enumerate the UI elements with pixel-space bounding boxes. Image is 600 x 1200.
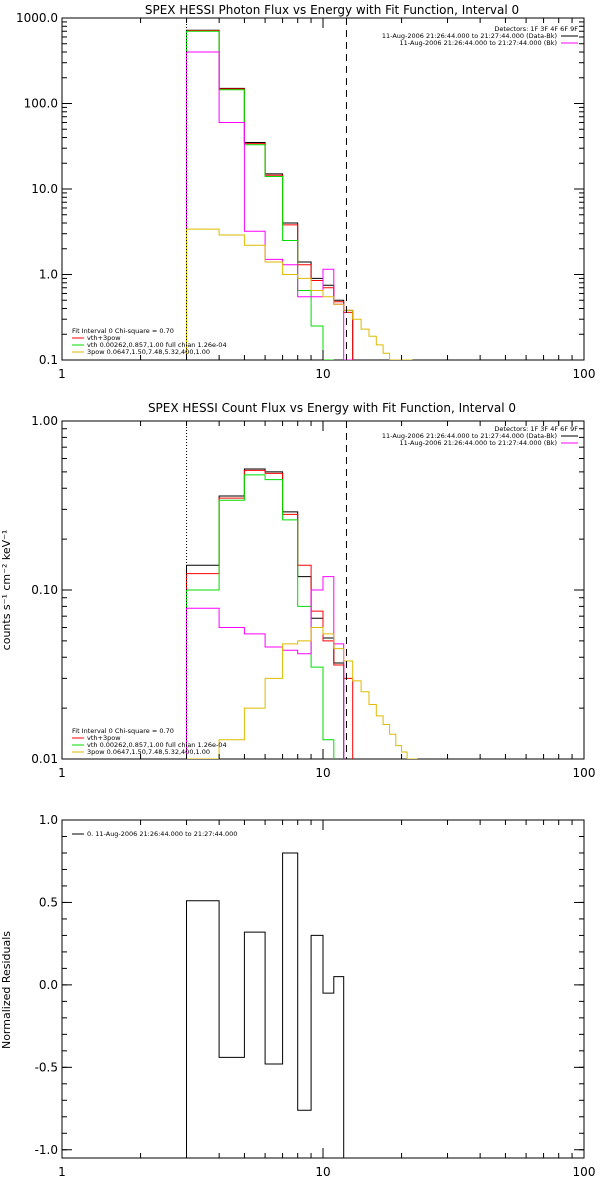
- y-tick-label: 10.0: [31, 182, 58, 196]
- y-tick-label: 0.10: [31, 583, 58, 597]
- legend-bottom: Fit Interval 0 Chi-square = 0.70 vth+3po…: [72, 327, 227, 356]
- plot-marks: [186, 18, 413, 360]
- y-tick-label: -0.5: [35, 1060, 58, 1074]
- legend-top: Detectors: 1F 3F 4F 6F 9F 11-Aug-2006 21…: [382, 425, 578, 447]
- x-tick-label: 1: [58, 367, 66, 381]
- y-tick-label: 0.0: [39, 978, 58, 992]
- legend-top-line: 11-Aug-2006 21:26:44.000 to 21:27:44.000…: [382, 32, 557, 40]
- legend-top: Detectors: 1F 3F 4F 6F 9F 11-Aug-2006 21…: [382, 25, 578, 47]
- legend-bottom-line: Fit Interval 0 Chi-square = 0.70: [72, 727, 174, 735]
- y-tick-label: 100.0: [24, 97, 58, 111]
- y-tick-label: 0.01: [31, 752, 58, 766]
- y-tick-label: 1.00: [31, 414, 58, 428]
- x-tick-label: 100: [573, 367, 596, 381]
- legend-bottom-line: vth+3pow: [87, 734, 121, 742]
- legend-top-line: 0. 11-Aug-2006 21:26:44.000 to 21:27:44.…: [87, 830, 237, 838]
- y-axis-label: Normalized Residuals: [0, 931, 13, 1049]
- x-tick-label: 10: [315, 367, 330, 381]
- x-tick-label: 100: [573, 1165, 596, 1179]
- y-tick-label: 1000.0: [16, 11, 58, 25]
- series-line-3: [186, 51, 353, 360]
- series-line-0: [186, 852, 345, 1158]
- legend-bottom-line: 3pow 0.0647,1.50,7.48,5.32,400,1.00: [87, 748, 210, 756]
- plot-marks: [186, 852, 345, 1158]
- y-tick-label: 1.0: [39, 813, 58, 827]
- legend-top-line: 11-Aug-2006 21:26:44.000 to 21:27:44.000…: [400, 439, 557, 447]
- series-line-4: [186, 228, 413, 360]
- panel-photon-flux: SPEX HESSI Photon Flux vs Energy with Fi…: [16, 3, 595, 381]
- y-tick-label: -1.0: [35, 1143, 58, 1157]
- legend-top-line: Detectors: 1F 3F 4F 6F 9F: [494, 25, 578, 33]
- series-line-3: [186, 576, 345, 759]
- series-line-1: [186, 30, 354, 360]
- x-tick-label: 10: [315, 766, 330, 780]
- legend-top: 0. 11-Aug-2006 21:26:44.000 to 21:27:44.…: [72, 830, 237, 838]
- axis-ticks: 1 10 100 0.01 0.10 1.00: [31, 414, 595, 780]
- legend-top-line: Detectors: 1F 3F 4F 6F 9F: [494, 425, 578, 433]
- y-tick-label: 0.5: [39, 895, 58, 909]
- series-line-0: [186, 29, 354, 360]
- x-tick-label: 1: [58, 766, 66, 780]
- panel-count-flux: SPEX HESSI Count Flux vs Energy with Fit…: [0, 401, 595, 780]
- panel-residuals: Normalized Residuals 1 10 100 -1.0 -0.5 0.0 0.…: [0, 813, 595, 1179]
- legend-bottom-line: vth+3pow: [87, 334, 121, 342]
- x-tick-label: 10: [315, 1165, 330, 1179]
- legend-top-line: 11-Aug-2006 21:26:44.000 to 21:27:44.000…: [400, 39, 557, 47]
- legend-bottom: Fit Interval 0 Chi-square = 0.70 vth+3po…: [72, 727, 227, 756]
- legend-top-line: 11-Aug-2006 21:26:44.000 to 21:27:44.000…: [382, 432, 557, 440]
- legend-bottom-line: vth 0.00262,0.857,1.00 full chian 1.26e-…: [87, 341, 227, 349]
- x-tick-label: 100: [573, 766, 596, 780]
- legend-bottom-line: vth 0.00262,0.857,1.00 full chian 1.26e-…: [87, 741, 227, 749]
- plot-marks: [186, 421, 418, 759]
- x-tick-label: 1: [58, 1165, 66, 1179]
- axis-ticks: 1 10 100 -1.0 -0.5 0.0 0.5 1.0: [35, 813, 596, 1179]
- legend-bottom-line: 3pow 0.0647,1.50,7.48,5.32,400,1.00: [87, 348, 210, 356]
- panel-title: SPEX HESSI Count Flux vs Energy with Fit…: [148, 401, 516, 415]
- series-line-4: [186, 627, 418, 759]
- legend-bottom-line: Fit Interval 0 Chi-square = 0.70: [72, 327, 174, 335]
- y-tick-label: 0.1: [39, 353, 58, 367]
- series-line-2: [186, 30, 334, 360]
- y-axis-label: counts s⁻¹ cm⁻² keV⁻¹: [0, 530, 13, 651]
- plot-frame: [61, 17, 585, 361]
- panel-title: SPEX HESSI Photon Flux vs Energy with Fi…: [145, 3, 519, 17]
- series-line-0: [186, 468, 345, 759]
- y-tick-label: 1.0: [39, 268, 58, 282]
- series-line-1: [186, 469, 354, 759]
- series-line-2: [186, 474, 335, 759]
- axis-ticks: 1 10 100 0.1 1.0 10.0 100.0 1000.0: [16, 11, 595, 381]
